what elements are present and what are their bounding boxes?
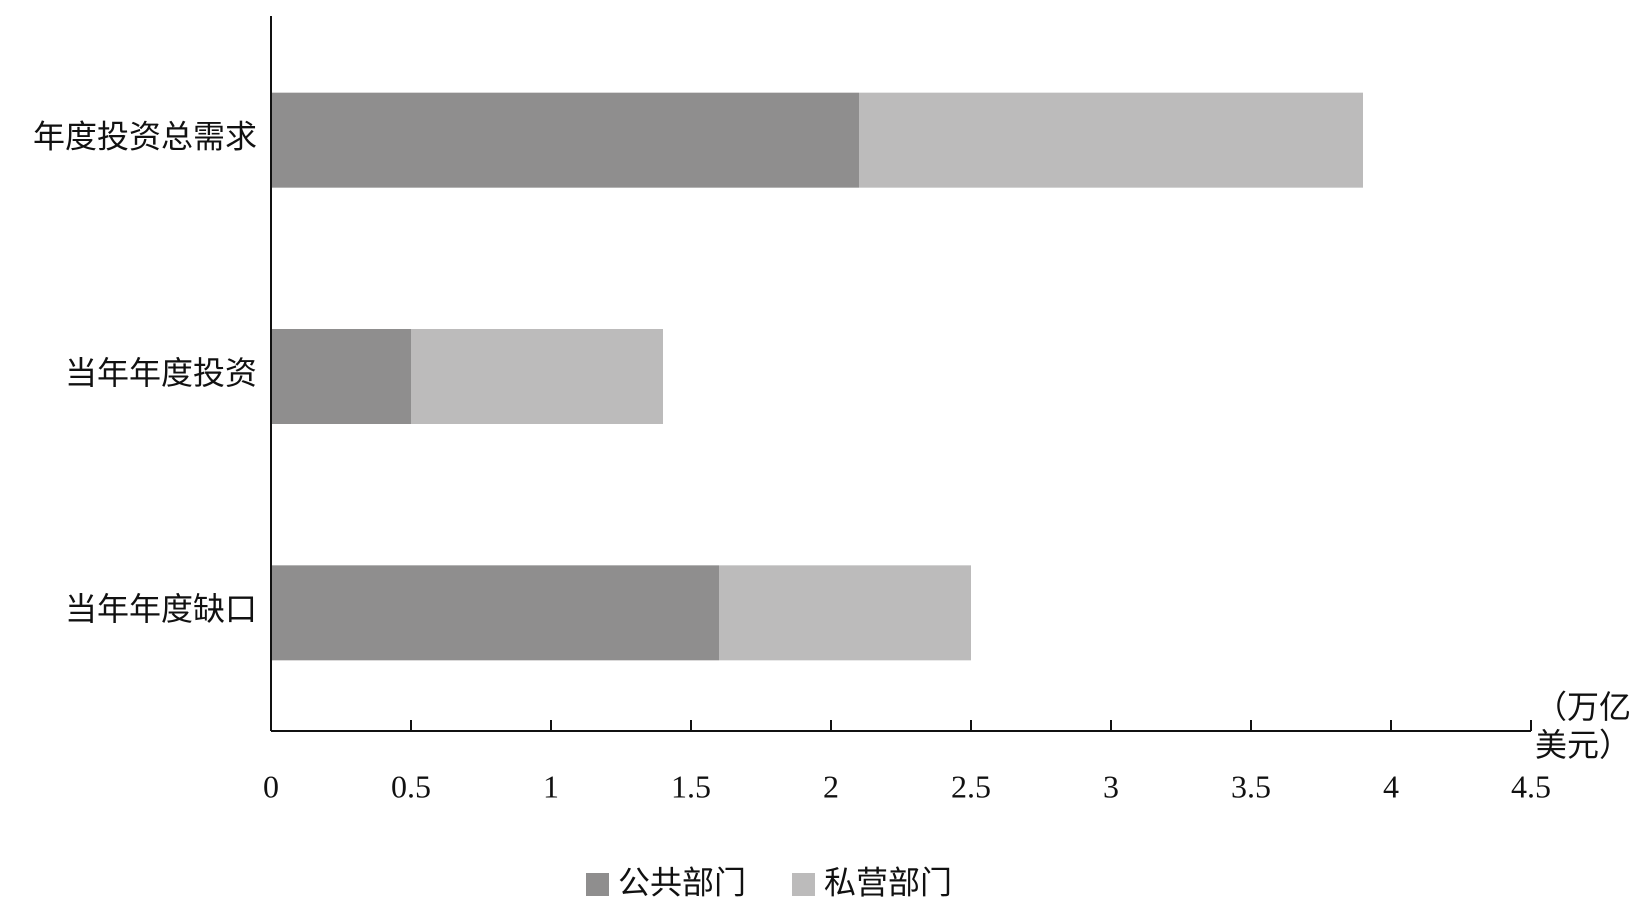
x-tick-label: 4 (1383, 768, 1399, 804)
x-tick-label: 2 (823, 768, 839, 804)
legend-swatch (586, 873, 609, 896)
x-tick-label: 1.5 (671, 768, 711, 804)
x-tick-label: 2.5 (951, 768, 991, 804)
legend-label: 公共部门 (618, 864, 746, 900)
y-tick-label: 当年年度缺口 (65, 591, 257, 627)
y-tick-label: 年度投资总需求 (33, 119, 257, 155)
legend-label: 私营部门 (824, 864, 952, 900)
bar-segment (271, 92, 859, 188)
bar-segment (859, 92, 1363, 188)
legend-swatch (792, 873, 815, 896)
x-tick-label: 0 (263, 768, 279, 804)
x-tick-label: 0.5 (391, 768, 431, 804)
bar-segment (271, 329, 411, 424)
bar-segment (411, 329, 663, 424)
x-tick-label: 3.5 (1231, 768, 1271, 804)
x-tick-label: 1 (543, 768, 559, 804)
x-tick-label: 3 (1103, 768, 1119, 804)
x-tick-label: 4.5 (1511, 768, 1551, 804)
x-axis-unit: （万亿美元） (1535, 689, 1632, 763)
bar-segment (271, 565, 719, 661)
y-tick-label: 当年年度投资 (65, 355, 257, 391)
bar-segment (719, 565, 971, 661)
